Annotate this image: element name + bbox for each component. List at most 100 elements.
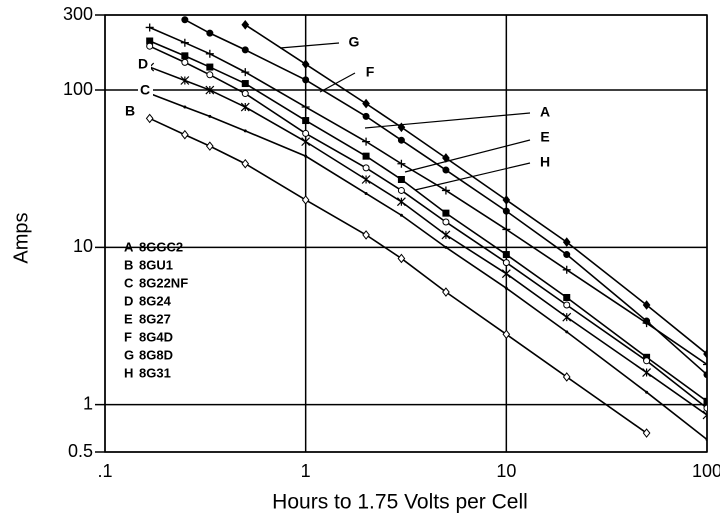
- y-tick-label: 0.5: [68, 441, 93, 461]
- annotation-leader: [319, 72, 356, 93]
- series-line: [149, 40, 707, 402]
- curve-annotation: A: [540, 104, 550, 120]
- annotation-bg: [363, 64, 378, 82]
- marker: [563, 251, 571, 259]
- marker: [502, 251, 510, 259]
- marker: [504, 286, 508, 290]
- marker: [643, 317, 651, 325]
- marker: [642, 368, 652, 377]
- marker: [362, 112, 370, 120]
- marker: [563, 293, 571, 301]
- marker: [364, 191, 368, 195]
- marker: [208, 114, 212, 118]
- marker: [181, 16, 189, 24]
- annotation-bg: [138, 82, 153, 100]
- legend-label: 8G4D: [139, 329, 173, 344]
- marker: [206, 71, 214, 79]
- marker: [241, 80, 249, 88]
- legend-letter: G: [124, 347, 134, 362]
- curve-annotation: G: [349, 34, 360, 50]
- marker: [703, 360, 707, 369]
- marker: [301, 103, 310, 112]
- legend-label: 8G22NF: [139, 275, 188, 290]
- marker: [362, 137, 371, 146]
- legend-label: 8G31: [139, 365, 171, 380]
- marker: [362, 98, 370, 109]
- marker: [501, 269, 511, 279]
- marker: [145, 23, 154, 32]
- x-axis-label: Hours to 1.75 Volts per Cell: [272, 491, 528, 514]
- marker: [241, 19, 250, 30]
- marker: [702, 410, 707, 420]
- annotation-bg: [538, 129, 553, 147]
- annotation-bg: [538, 104, 553, 122]
- series-line: [149, 117, 648, 434]
- marker: [397, 175, 405, 183]
- marker: [181, 52, 189, 60]
- marker: [301, 59, 310, 69]
- legend-letter: A: [124, 239, 134, 254]
- marker: [645, 390, 649, 394]
- marker: [302, 129, 310, 137]
- marker: [243, 129, 247, 133]
- marker: [502, 225, 511, 234]
- marker: [146, 42, 154, 50]
- curve-annotation: F: [366, 64, 375, 80]
- series-line: [149, 66, 707, 416]
- legend-label: 8GU1: [139, 257, 173, 272]
- marker: [502, 329, 511, 340]
- marker: [442, 287, 450, 297]
- marker: [397, 136, 405, 144]
- marker: [444, 245, 448, 249]
- marker: [241, 68, 250, 77]
- marker: [362, 230, 370, 240]
- y-tick-label: 100: [63, 79, 93, 99]
- x-tick-label: 1: [301, 461, 311, 481]
- series-line: [149, 92, 707, 441]
- series-line: [149, 26, 707, 366]
- marker: [442, 209, 450, 217]
- annotation-leader: [364, 112, 531, 129]
- marker: [180, 76, 190, 85]
- marker: [240, 102, 250, 112]
- legend-letter: D: [124, 293, 133, 308]
- marker: [562, 312, 572, 322]
- annotation-leader: [279, 42, 340, 49]
- x-tick-label: 10: [496, 461, 516, 481]
- legend-letter: F: [124, 329, 132, 344]
- marker: [304, 154, 308, 158]
- y-tick-label: 300: [63, 4, 93, 24]
- marker: [146, 37, 154, 45]
- legend-letter: H: [124, 365, 133, 380]
- marker: [703, 349, 707, 359]
- marker: [302, 76, 310, 84]
- marker: [705, 438, 707, 442]
- marker: [181, 129, 189, 140]
- annotation-bg: [136, 56, 151, 74]
- x-tick-label: .1: [97, 461, 112, 481]
- marker: [502, 259, 510, 267]
- marker: [565, 330, 569, 334]
- marker: [205, 49, 214, 58]
- marker: [301, 137, 311, 147]
- marker: [205, 85, 215, 95]
- marker: [643, 353, 651, 361]
- legend-label: 8G24: [139, 293, 172, 308]
- legend-letter: E: [124, 311, 133, 326]
- marker: [441, 230, 451, 240]
- series-line: [184, 19, 707, 376]
- annotation-leader: [404, 139, 531, 173]
- marker: [241, 90, 249, 98]
- annotation-bg: [123, 103, 138, 121]
- y-axis-label: Amps: [10, 212, 32, 263]
- marker: [302, 117, 310, 125]
- marker: [397, 159, 406, 168]
- marker: [703, 397, 707, 405]
- marker: [397, 186, 405, 194]
- marker: [397, 122, 406, 133]
- marker: [562, 265, 571, 274]
- marker: [396, 197, 406, 207]
- marker: [362, 152, 370, 160]
- y-tick-label: 10: [73, 236, 93, 256]
